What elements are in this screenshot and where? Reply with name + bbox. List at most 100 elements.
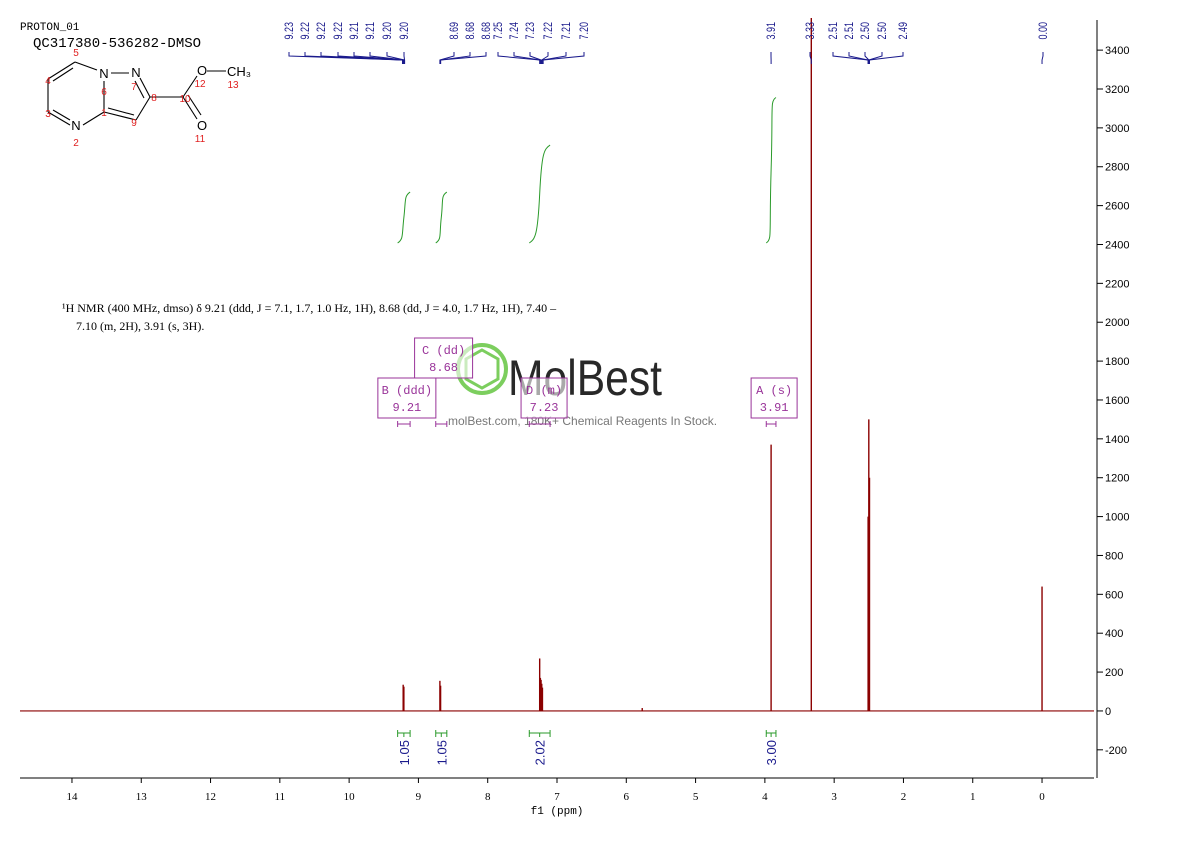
peak-label-connector <box>369 52 405 64</box>
peak-label-connector <box>809 52 812 64</box>
atom-number: 7 <box>131 82 137 93</box>
peak-label-connector <box>868 52 904 64</box>
y-tick-label: 2800 <box>1105 162 1129 174</box>
x-tick-label: 1 <box>970 791 976 803</box>
x-tick-label: 3 <box>831 791 837 803</box>
peak-label: 7.22 <box>542 22 556 40</box>
x-tick-label: 8 <box>485 791 491 803</box>
atom-label: N <box>71 118 80 133</box>
atom-number: 9 <box>131 118 137 129</box>
peak-label: 7.25 <box>492 22 506 40</box>
y-tick-label: 1800 <box>1105 356 1129 368</box>
multiplet-box <box>414 337 474 379</box>
integral-curve <box>765 97 777 244</box>
y-tick-label: 1400 <box>1105 434 1129 446</box>
peak-label-connector <box>403 52 406 64</box>
y-tick-label: 1200 <box>1105 473 1129 485</box>
integral-curve <box>435 191 448 244</box>
peak-label-connector <box>337 52 404 64</box>
multiplet-box <box>750 377 798 419</box>
atom-number: 4 <box>45 76 51 87</box>
watermark-text: molBest.com, 180K+ Chemical Reagents In … <box>448 414 717 428</box>
multiplet-name: B (ddd) <box>382 384 432 398</box>
x-axis-label: f1 (ppm) <box>531 806 584 818</box>
y-tick-label: 0 <box>1105 706 1111 718</box>
atom-label: O <box>197 63 207 78</box>
peak-label-connector <box>497 52 541 64</box>
peak-label-connector <box>513 52 541 64</box>
peak-label: 2.51 <box>843 22 857 40</box>
peak-label-connector <box>848 52 869 64</box>
multiplet-name: C (dd) <box>422 344 465 358</box>
peak-label: 7.20 <box>578 22 592 40</box>
y-tick-label: 800 <box>1105 550 1123 562</box>
atom-number: 11 <box>195 134 206 145</box>
peak-label: 8.69 <box>448 22 462 40</box>
y-tick-label: 1600 <box>1105 395 1129 407</box>
x-tick-label: 4 <box>762 791 768 803</box>
peak-label-connector <box>439 52 455 64</box>
atom-number: 2 <box>73 138 79 149</box>
structure-bonds <box>47 61 226 126</box>
multiplet-range <box>765 421 777 427</box>
multiplet-name: D (m) <box>526 384 562 398</box>
atom-number: 12 <box>194 79 206 90</box>
peak-label-connector <box>440 52 487 64</box>
x-tick-label: 5 <box>693 791 699 803</box>
y-tick-label: 2200 <box>1105 278 1129 290</box>
x-tick-label: 7 <box>554 791 560 803</box>
integral-value: 1.05 <box>397 740 412 765</box>
x-tick-label: 11 <box>275 791 286 803</box>
peak-label: 3.33 <box>804 22 818 40</box>
y-tick-label: 3200 <box>1105 84 1129 96</box>
y-tick-label: 400 <box>1105 628 1123 640</box>
multiplet-range <box>528 421 551 427</box>
multiplet-range <box>397 421 411 427</box>
integral-value: 1.05 <box>434 740 449 765</box>
y-tick-label: 3400 <box>1105 45 1129 57</box>
multiplet-shift: 7.23 <box>530 401 559 415</box>
sample-name: QC317380-536282-DMSO <box>33 36 201 52</box>
x-tick-label: 13 <box>136 791 148 803</box>
x-tick-label: 10 <box>344 791 356 803</box>
peak-label: 2.49 <box>897 22 911 40</box>
peak-label-connector <box>529 52 542 64</box>
y-tick-label: 1000 <box>1105 512 1129 524</box>
y-tick-label: 3000 <box>1105 123 1129 135</box>
y-tick-label: 2000 <box>1105 317 1129 329</box>
integral-value: 2.02 <box>533 740 548 765</box>
multiplet-shift: 3.91 <box>760 401 789 415</box>
integral-range <box>435 730 448 737</box>
multiplet-name: A (s) <box>756 384 792 398</box>
multiplet-box <box>377 377 437 419</box>
peak-label: 9.22 <box>299 22 313 40</box>
atom-number: 8 <box>151 93 157 104</box>
x-tick-label: 6 <box>624 791 630 803</box>
peak-label: 3.91 <box>765 22 779 40</box>
y-tick-label: 2600 <box>1105 201 1129 213</box>
x-tick-label: 0 <box>1039 791 1045 803</box>
peak-label: 2.50 <box>859 22 873 40</box>
x-tick-label: 12 <box>205 791 216 803</box>
peak-label: 2.50 <box>876 22 890 40</box>
x-tick-label: 9 <box>416 791 422 803</box>
integral-range <box>528 730 551 737</box>
y-tick-label: 2400 <box>1105 239 1129 251</box>
peak-label: 2.51 <box>827 22 841 40</box>
x-tick-label: 2 <box>901 791 907 803</box>
multiplet-shift: 8.68 <box>429 361 458 375</box>
experiment-name: PROTON_01 <box>20 22 80 34</box>
description-line: ¹H NMR (400 MHz, dmso) δ 9.21 (ddd, J = … <box>62 301 557 315</box>
peak-label: 9.20 <box>398 22 412 40</box>
peak-label: 9.21 <box>348 22 362 40</box>
integral-range <box>765 730 777 737</box>
description-line: 7.10 (m, 2H), 3.91 (s, 3H). <box>76 319 204 333</box>
peak-label: 9.22 <box>332 22 346 40</box>
integral-range <box>397 730 411 737</box>
multiplet-box <box>520 377 568 419</box>
y-tick-label: 200 <box>1105 667 1123 679</box>
peak-label: 9.20 <box>381 22 395 40</box>
peak-label: 8.68 <box>464 22 478 40</box>
integral-curve <box>529 144 551 244</box>
